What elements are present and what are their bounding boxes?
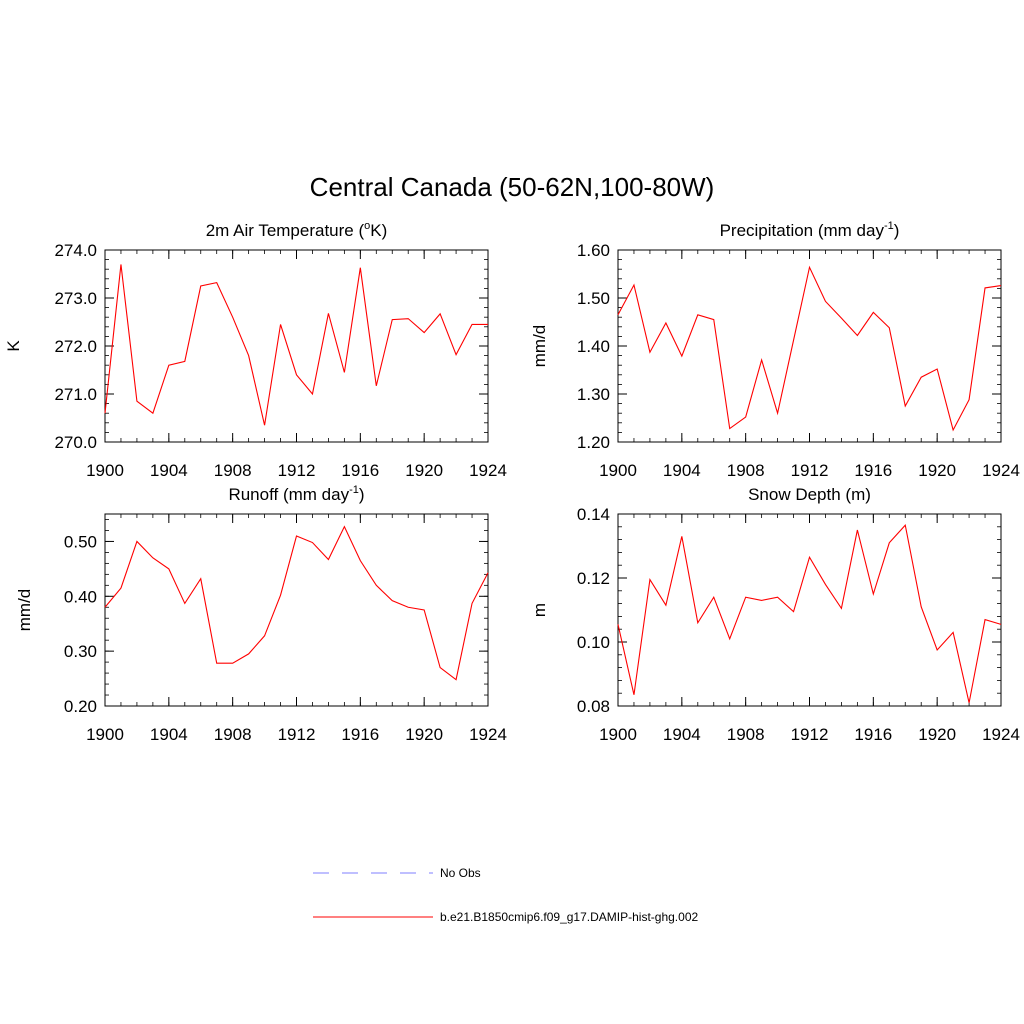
x-tick-label: 1920 xyxy=(918,725,956,744)
panel-title-superscript: o xyxy=(364,220,370,232)
x-tick-label: 1912 xyxy=(278,461,316,480)
panel-air-temperature: 1900 1904 1908 1912 1916 1920 1924 270.0 271.0 27… xyxy=(4,220,507,480)
panel-title-superscript: -1 xyxy=(349,484,359,496)
series-line xyxy=(617,524,1002,703)
plot-frame xyxy=(617,513,1002,707)
x-tick-label: 1920 xyxy=(918,461,956,480)
y-tick-label: 0.50 xyxy=(64,532,97,551)
series-line xyxy=(104,525,489,681)
x-tick-label: 1920 xyxy=(405,461,443,480)
series-line xyxy=(104,264,488,426)
panel-title-tail: ) xyxy=(894,221,900,240)
y-tick-label: 1.20 xyxy=(577,433,610,452)
panel-title-tail: ) xyxy=(359,485,365,504)
y-tick-label: 270.0 xyxy=(54,433,97,452)
series-line xyxy=(617,265,1002,432)
y-tick-label: 0.40 xyxy=(64,587,97,606)
x-tick-label: 1904 xyxy=(663,725,701,744)
x-tick-label: 1924 xyxy=(469,725,507,744)
y-axis-label: m xyxy=(530,603,549,617)
x-tick-label: 1916 xyxy=(854,461,892,480)
panel-title-main: 2m Air Temperature ( xyxy=(206,221,365,240)
panel-runoff: 1900 1904 1908 1912 1916 1920 1924 0.20 0.30 0.40… xyxy=(15,484,507,744)
plot-frame xyxy=(617,249,1002,443)
panel-snow-depth: 1900 1904 1908 1912 1916 1920 1924 0.08 0.10 0.12… xyxy=(530,485,1020,744)
panel-title: 2m Air Temperature (oK) xyxy=(206,220,388,240)
x-tick-label: 1912 xyxy=(791,725,829,744)
figure-title: Central Canada (50-62N,100-80W) xyxy=(310,172,715,202)
x-tick-label: 1920 xyxy=(405,725,443,744)
panel-title-main: Snow Depth (m) xyxy=(748,485,871,504)
x-tick-label: 1908 xyxy=(727,725,765,744)
panel-title: Precipitation (mm day-1) xyxy=(720,220,900,240)
y-axis-label: K xyxy=(4,340,23,352)
y-tick-label: 1.50 xyxy=(577,289,610,308)
panel-title: Runoff (mm day-1) xyxy=(228,484,364,504)
x-tick-label: 1916 xyxy=(341,461,379,480)
x-tick-label: 1900 xyxy=(599,725,637,744)
legend-obs-label: No Obs xyxy=(440,866,481,880)
legend-model-label: b.e21.B1850cmip6.f09_g17.DAMIP-hist-ghg.… xyxy=(440,910,698,924)
y-tick-label: 1.30 xyxy=(577,385,610,404)
x-tick-label: 1904 xyxy=(150,725,188,744)
y-tick-label: 274.0 xyxy=(54,241,97,260)
x-tick-label: 1904 xyxy=(150,461,188,480)
y-tick-label: 0.14 xyxy=(577,505,610,524)
x-tick-label: 1908 xyxy=(214,461,252,480)
x-tick-label: 1904 xyxy=(663,461,701,480)
x-tick-label: 1900 xyxy=(599,461,637,480)
y-tick-label: 272.0 xyxy=(54,337,97,356)
x-tick-label: 1924 xyxy=(982,461,1020,480)
y-tick-label: 0.12 xyxy=(577,569,610,588)
y-axis-label: mm/d xyxy=(15,589,34,632)
y-tick-label: 1.40 xyxy=(577,337,610,356)
x-tick-label: 1900 xyxy=(86,725,124,744)
y-tick-label: 273.0 xyxy=(54,289,97,308)
y-tick-label: 1.60 xyxy=(577,241,610,260)
y-tick-label: 0.30 xyxy=(64,642,97,661)
x-tick-label: 1924 xyxy=(469,461,507,480)
y-tick-label: 0.08 xyxy=(577,697,610,716)
panel-title: Snow Depth (m) xyxy=(748,485,871,504)
panel-title-main: Runoff (mm day xyxy=(228,485,349,504)
legend: No Obs b.e21.B1850cmip6.f09_g17.DAMIP-hi… xyxy=(313,866,698,924)
panel-title-main: Precipitation (mm day xyxy=(720,221,885,240)
y-tick-label: 0.20 xyxy=(64,697,97,716)
x-tick-label: 1912 xyxy=(791,461,829,480)
panel-title-tail: K) xyxy=(370,221,387,240)
x-tick-label: 1908 xyxy=(214,725,252,744)
x-tick-label: 1916 xyxy=(854,725,892,744)
plot-frame xyxy=(104,249,489,443)
x-tick-label: 1912 xyxy=(278,725,316,744)
x-tick-label: 1924 xyxy=(982,725,1020,744)
x-tick-label: 1916 xyxy=(341,725,379,744)
y-axis-label: mm/d xyxy=(530,325,549,368)
panel-title-superscript: -1 xyxy=(884,220,894,232)
plot-frame xyxy=(104,513,489,707)
panel-precipitation: 1900 1904 1908 1912 1916 1920 1924 1.20 1.30 1.40… xyxy=(530,220,1020,480)
y-tick-label: 0.10 xyxy=(577,633,610,652)
y-tick-label: 271.0 xyxy=(54,385,97,404)
x-tick-label: 1900 xyxy=(86,461,124,480)
x-tick-label: 1908 xyxy=(727,461,765,480)
